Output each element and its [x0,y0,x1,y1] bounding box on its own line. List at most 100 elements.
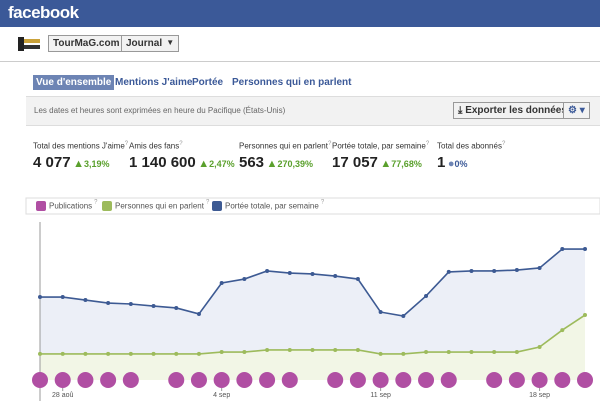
point [196,311,201,316]
settings-button[interactable]: ⚙ ▾ [563,102,590,119]
point [174,351,179,356]
point [265,268,270,273]
point [128,302,133,307]
tab[interactable]: Personnes qui en parlent [232,77,352,88]
page-name[interactable]: TourMaG.com [48,35,125,52]
stat-change: 270,39% [277,159,313,169]
stat-value: 1 ●0% [437,154,468,171]
point [446,269,451,274]
point [151,351,156,356]
publication-dot [418,372,435,388]
point [537,344,542,349]
arrow-icon: ● [447,158,455,170]
point [492,350,497,355]
publication-dot [190,372,207,388]
point [265,347,270,352]
change-icon: ▲ [196,158,210,170]
notice-bar [26,96,600,126]
point [83,298,88,303]
point [38,351,42,356]
point [424,350,429,355]
point [583,313,587,318]
chart: Publications? Personnes qui en parlent? Po… [25,197,600,401]
point [219,350,224,355]
point [242,350,247,355]
stat-label: Total des abonnés? [437,141,506,151]
point [560,328,565,333]
help: ? [206,200,210,206]
point [242,277,247,282]
arrow-icon: ▲ [198,158,210,170]
top-bar [0,0,600,27]
tab[interactable]: Portée [192,77,224,88]
caret: ▼ [166,38,175,47]
change-icon: ▲ [71,158,84,170]
point [492,268,497,273]
point [424,293,429,298]
point [174,305,179,310]
help: ? [124,141,129,147]
tab[interactable]: Vue d'ensemble [33,75,115,90]
stat-label: Personnes qui en parlent? [239,141,332,151]
publication-dot [327,372,344,388]
publication-dot [440,372,457,388]
publication-dot [577,372,593,388]
legend-swatch [36,201,46,211]
point [219,280,224,285]
stat-number: 1 140 600 [129,154,196,171]
notice: Les dates et heures sont exprimées en he… [34,106,286,115]
stat-change: 3,19% [83,159,110,169]
legend-swatch [102,201,112,211]
point [106,351,111,356]
point [196,351,201,356]
point [401,314,406,319]
stat-change: 0% [454,159,468,169]
point [333,274,338,279]
arrow-icon: ▲ [73,158,84,170]
publication-dot [281,372,298,388]
legend-label: Portée totale, par semaine [225,202,319,211]
point [469,350,474,355]
change-icon: ● [445,158,455,170]
change-icon: ▲ [264,158,278,170]
page-menu[interactable]: Journal ▼ [121,35,180,52]
stat-value: 1 140 600 ▲2,47% [129,154,235,171]
stat-number: 4 077 [33,154,71,171]
point [287,271,292,276]
point [106,301,111,306]
publication-dot [122,372,139,388]
publication-dot [54,372,71,388]
stat-number: 17 057 [332,154,378,171]
brand[interactable]: facebook [8,3,79,22]
point [514,268,519,273]
stat-number: 1 [437,154,446,171]
tab[interactable]: Mentions J'aime [115,77,193,88]
point [469,268,474,273]
point [355,347,360,352]
publication-dot [395,372,412,388]
publication-dot [32,372,48,388]
help: ? [327,141,332,147]
publication-dot [213,372,230,388]
point [378,310,383,315]
legend-label: Personnes qui en parlent [115,202,205,211]
point [446,350,451,355]
page-logo [18,37,40,51]
point [60,295,65,300]
publication-dot [236,372,253,388]
x-tick-label: 28 aoû [52,392,74,399]
export-button[interactable]: ⤓ Exporter les données [453,102,572,119]
point [60,351,65,356]
publication-dot [77,372,94,388]
point [333,347,338,352]
point [310,271,315,276]
x-tick-label: 11 sep [370,392,391,399]
legend-label: Publications [49,202,92,211]
publication-dot [554,372,571,388]
point [401,351,406,356]
help: ? [425,141,430,147]
help: ? [321,200,325,206]
menu-label: Journal [126,38,163,49]
stat-value: 563 ▲270,39% [239,154,313,171]
